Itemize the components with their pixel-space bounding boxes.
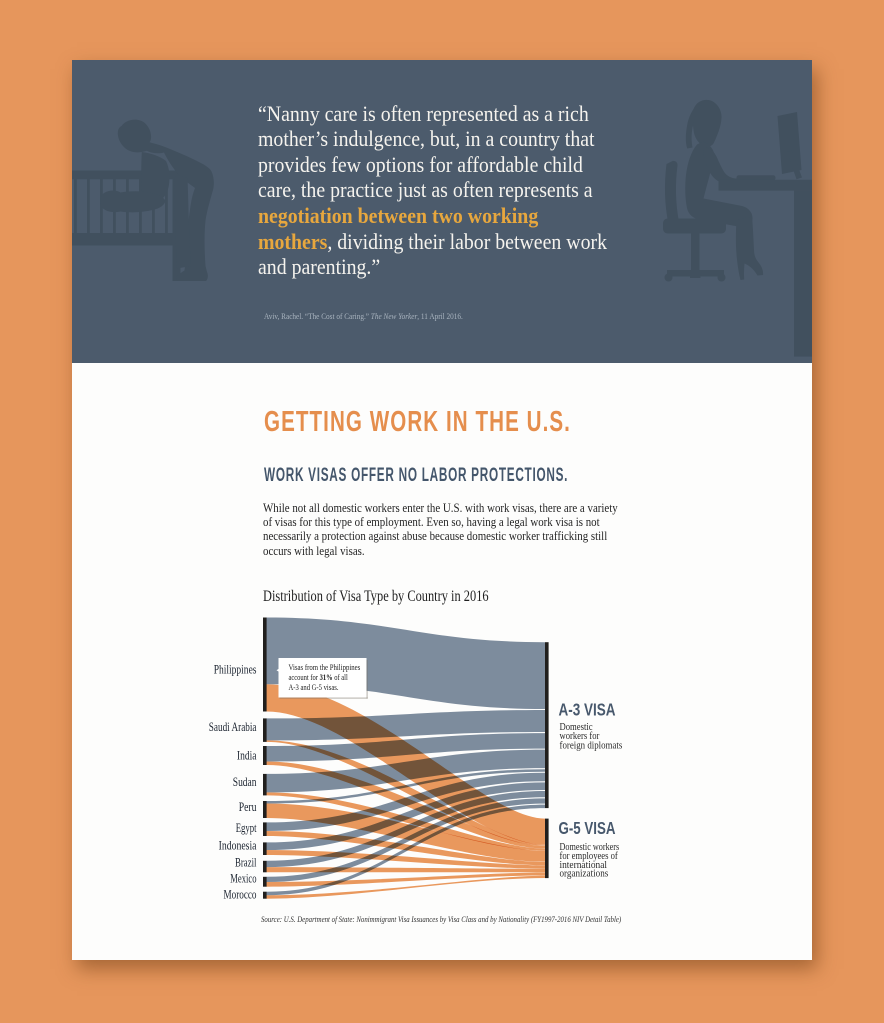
svg-text:Brazil: Brazil [235, 856, 257, 870]
svg-text:Philippines: Philippines [214, 662, 257, 676]
svg-text:India: India [237, 749, 257, 763]
svg-text:workers for: workers for [560, 730, 600, 742]
svg-text:Indonesia: Indonesia [219, 838, 257, 852]
svg-text:Domestic workers: Domestic workers [560, 841, 620, 853]
svg-text:Visas from the Philippines: Visas from the Philippines [289, 663, 361, 672]
svg-text:Morocco: Morocco [224, 887, 257, 901]
svg-text:A-3 VISA: A-3 VISA [559, 699, 616, 719]
svg-text:account for 31% of all: account for 31% of all [289, 673, 349, 682]
svg-text:Saudi Arabia: Saudi Arabia [209, 720, 257, 734]
svg-text:international: international [560, 859, 608, 871]
svg-text:A-3 and G-5 visas.: A-3 and G-5 visas. [289, 683, 339, 692]
svg-text:Domestic: Domestic [560, 721, 593, 733]
svg-text:for employees of: for employees of [560, 850, 619, 862]
svg-text:G-5 VISA: G-5 VISA [559, 818, 616, 838]
svg-text:foreign diplomats: foreign diplomats [560, 740, 623, 752]
svg-text:organizations: organizations [560, 868, 609, 880]
svg-text:Egypt: Egypt [236, 821, 257, 835]
svg-text:Mexico: Mexico [230, 871, 256, 885]
svg-text:Sudan: Sudan [233, 775, 257, 789]
svg-text:Peru: Peru [239, 800, 257, 814]
